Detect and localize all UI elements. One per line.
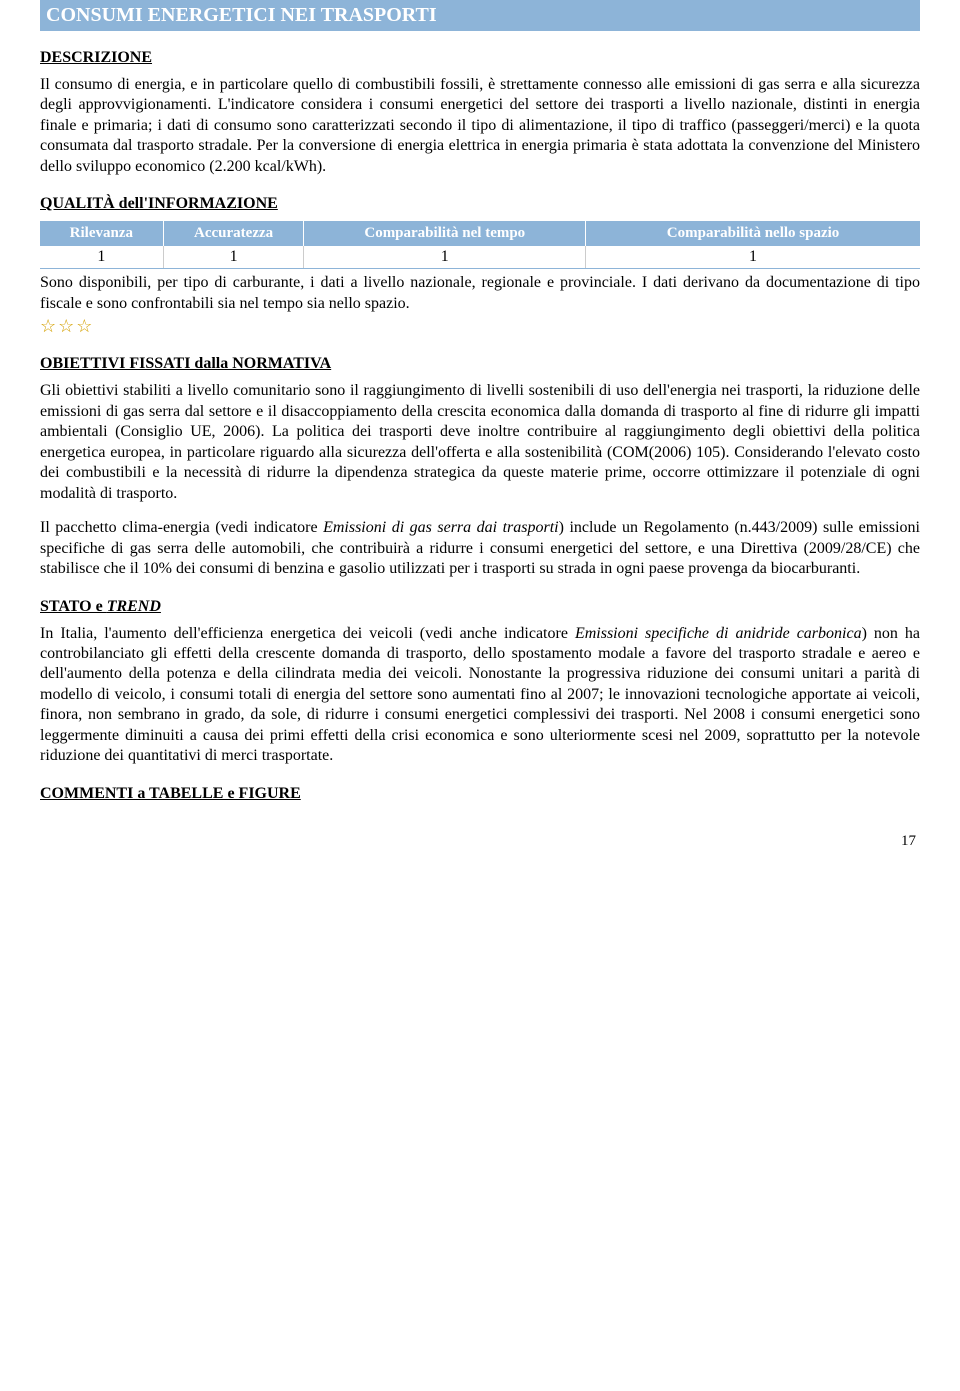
stato-para-b: ) non ha controbilanciato gli effetti de… (40, 625, 920, 765)
star-icon: ☆ (58, 316, 74, 337)
descrizione-text: Il consumo di energia, e in particolare … (40, 75, 920, 177)
th-accuratezza: Accuratezza (163, 221, 304, 246)
star-icon: ☆ (76, 316, 92, 337)
table-value-row: 1 1 1 1 (40, 246, 920, 269)
obiettivi-para1: Gli obiettivi stabiliti a livello comuni… (40, 381, 920, 504)
star-icon: ☆ (40, 316, 56, 337)
td-comp-spazio: 1 (586, 246, 920, 269)
page-number: 17 (40, 833, 920, 850)
qualita-heading: QUALITÀ dell'INFORMAZIONE (40, 195, 920, 213)
th-comp-spazio: Comparabilità nello spazio (586, 221, 920, 246)
quality-table: Rilevanza Accuratezza Comparabilità nel … (40, 221, 920, 269)
table-header-row: Rilevanza Accuratezza Comparabilità nel … (40, 221, 920, 246)
rating-stars: ☆ ☆ ☆ (40, 316, 920, 337)
qualita-note: Sono disponibili, per tipo di carburante… (40, 273, 920, 314)
commenti-heading: COMMENTI a TABELLE e FIGURE (40, 785, 920, 803)
th-rilevanza: Rilevanza (40, 221, 163, 246)
page-title-bar: CONSUMI ENERGETICI NEI TRASPORTI (40, 0, 920, 31)
th-comp-tempo: Comparabilità nel tempo (304, 221, 586, 246)
descrizione-heading: DESCRIZIONE (40, 49, 920, 67)
stato-para: In Italia, l'aumento dell'efficienza ene… (40, 624, 920, 767)
stato-heading-a: STATO e (40, 598, 107, 615)
obiettivi-para2-em: Emissioni di gas serra dai trasporti (323, 519, 559, 536)
td-accuratezza: 1 (163, 246, 304, 269)
td-rilevanza: 1 (40, 246, 163, 269)
obiettivi-para2: Il pacchetto clima-energia (vedi indicat… (40, 518, 920, 579)
stato-heading-em: TREND (107, 598, 161, 615)
td-comp-tempo: 1 (304, 246, 586, 269)
obiettivi-para2-a: Il pacchetto clima-energia (vedi indicat… (40, 519, 323, 536)
stato-heading: STATO e TREND (40, 598, 920, 616)
stato-para-em: Emissioni specifiche di anidride carboni… (575, 625, 862, 642)
obiettivi-heading: OBIETTIVI FISSATI dalla NORMATIVA (40, 355, 920, 373)
stato-para-a: In Italia, l'aumento dell'efficienza ene… (40, 625, 575, 642)
